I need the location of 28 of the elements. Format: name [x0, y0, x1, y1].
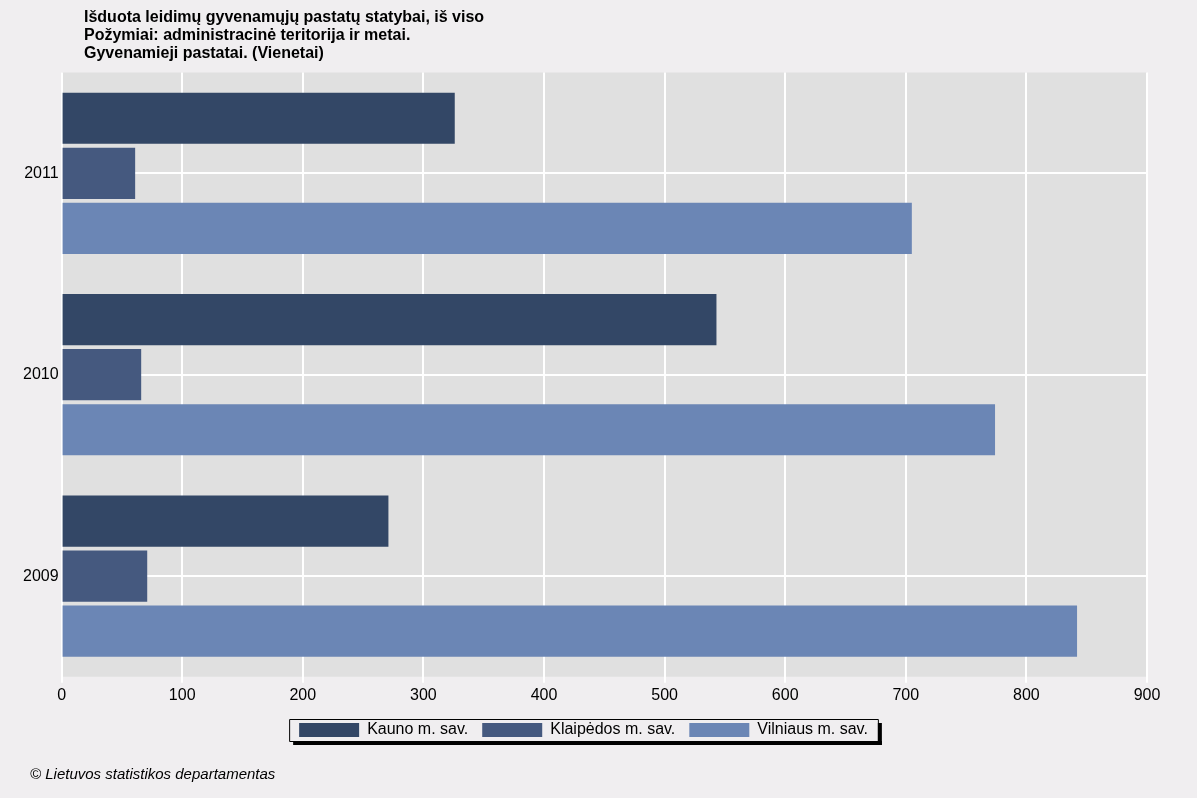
bar — [62, 404, 996, 456]
legend-label: Kauno m. sav. — [367, 720, 469, 738]
bar — [62, 605, 1078, 657]
x-tick-label: 500 — [651, 685, 679, 703]
legend-label: Vilniaus m. sav. — [757, 720, 868, 738]
legend-label: Klaipėdos m. sav. — [550, 720, 676, 738]
x-tick-label: 400 — [530, 685, 558, 703]
x-tick-label: 800 — [1013, 685, 1040, 703]
x-tick-label: 600 — [771, 685, 799, 703]
bar — [62, 202, 912, 254]
x-tick-label: 300 — [410, 685, 437, 703]
bar — [62, 294, 717, 346]
y-tick-label: 2010 — [23, 365, 59, 383]
chart-subtitle: Požymiai: administracinė teritorija ir metai. Gyvenamieji pastatai. (Vienetai) — [84, 26, 412, 62]
x-tick-label: 200 — [289, 685, 317, 703]
x-tick-label: 700 — [892, 685, 920, 703]
x-tick-label: 100 — [168, 685, 196, 703]
chart-title: Išduota leidimų gyvenamųjų pastatų statybai, iš viso — [84, 8, 485, 26]
bar — [62, 147, 136, 199]
x-tick-label: 900 — [1133, 685, 1161, 703]
x-tick-label: 0 — [57, 685, 67, 703]
text: © Lietuvos statistikos departamentas — [30, 765, 276, 782]
bar — [62, 349, 142, 401]
bar — [62, 550, 148, 602]
y-tick-label: 2011 — [24, 163, 59, 181]
y-tick-label: 2009 — [23, 566, 59, 584]
bar — [62, 495, 389, 547]
bar — [62, 92, 455, 144]
